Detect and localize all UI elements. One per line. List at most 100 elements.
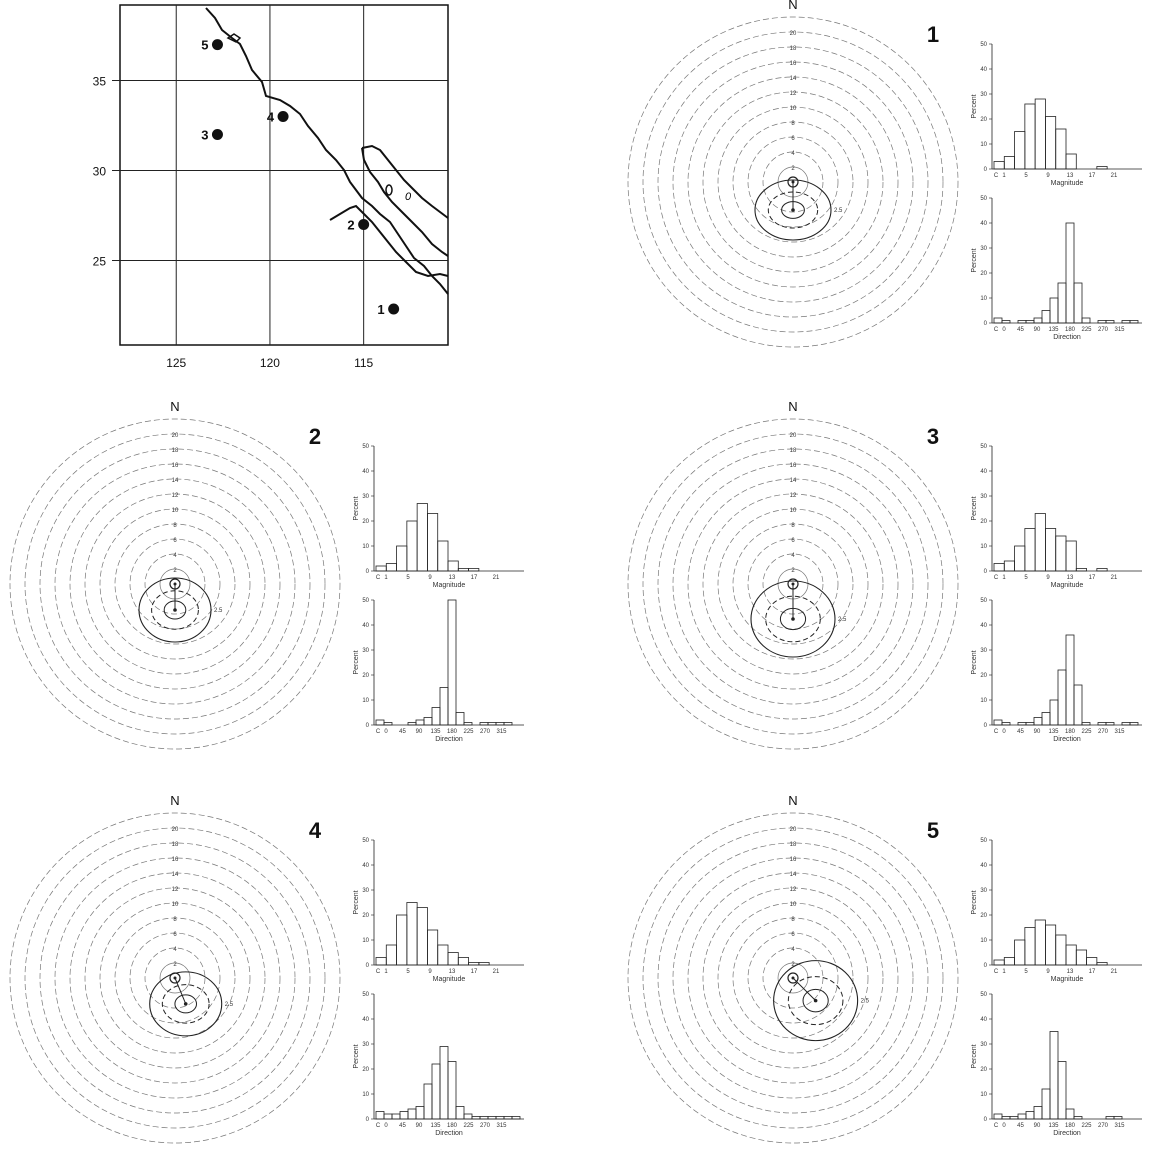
contour-mid [765, 595, 821, 643]
contour-mid [787, 976, 844, 1026]
north-label: N [170, 399, 179, 414]
hist-x-tick: 5 [406, 969, 410, 975]
mean-vector [174, 977, 187, 1005]
hist-x-tick: C [994, 969, 999, 975]
ring-label: 20 [790, 433, 797, 439]
hist-x-tick: 17 [471, 969, 478, 975]
hist-x-tick: 180 [1065, 327, 1076, 333]
hist-bar [1055, 934, 1067, 966]
hist-y-tick: 0 [366, 963, 370, 969]
coastline-south [329, 204, 449, 278]
hist-bar [415, 1106, 425, 1120]
hist-x-tick: C [994, 729, 999, 735]
magnitude-histogram: 0 10 20 30 40 50 Percent C 1 5 9 13 17 21 Magnitude [971, 42, 1142, 187]
hist-bar [1014, 545, 1026, 572]
north-label: N [788, 793, 797, 808]
hist-bar [1014, 131, 1026, 170]
hist-bar [431, 707, 441, 726]
coastline-inner [361, 144, 449, 219]
hist-bar [1049, 1031, 1059, 1120]
hist-x-label: Direction [435, 1130, 463, 1137]
hist-bar [1045, 924, 1057, 966]
polar-ring [747, 538, 839, 630]
map-annotation: 0 [405, 191, 412, 203]
hist-bar [1001, 1116, 1011, 1120]
ring-label: 2 [791, 568, 795, 574]
polar-ring [24, 827, 326, 1129]
polar-ring [24, 433, 326, 735]
map-x-tick: 115 [354, 356, 373, 370]
hist-bar [503, 1116, 513, 1120]
hist-y-tick: 30 [980, 1042, 987, 1048]
magnitude-histogram: 0 10 20 30 40 50 Percent C 1 5 9 13 17 21 Magnitude [971, 444, 1142, 589]
hist-x-tick: 0 [1002, 327, 1006, 333]
hist-y-tick: 50 [980, 444, 987, 450]
polar-ring [129, 932, 221, 1024]
hist-bar [1025, 320, 1035, 324]
hist-x-tick: 1 [384, 575, 388, 581]
hist-y-tick: 20 [980, 673, 987, 679]
hist-bar [415, 719, 425, 726]
panel-number: 2 [309, 424, 321, 449]
polar-ring [627, 16, 959, 348]
direction-histogram: 0 10 20 30 40 50 Percent C 0 45 90 135 180 225 270 315 D… [971, 992, 1142, 1137]
site-label: 5 [201, 38, 208, 53]
hist-x-tick: 1 [1002, 575, 1006, 581]
polar-ring [627, 418, 959, 750]
hist-x-tick: 13 [1067, 575, 1074, 581]
map-coastline [205, 7, 449, 295]
ring-label: 4 [791, 947, 795, 953]
ring-label: 12 [172, 887, 179, 893]
hist-x-tick: 5 [1024, 575, 1028, 581]
magnitude-histogram: 0 10 20 30 40 50 Percent C 1 5 9 13 17 21 Magnitude [353, 444, 524, 589]
hist-bar [468, 568, 480, 572]
hist-y-tick: 0 [366, 569, 370, 575]
hist-bar [993, 1113, 1003, 1120]
contour-outer [754, 179, 832, 241]
hist-x-tick: 9 [428, 969, 432, 975]
hist-x-label: Magnitude [1051, 582, 1084, 589]
peninsula [226, 33, 242, 43]
ring-label: 6 [173, 538, 177, 544]
site-marker [211, 39, 223, 51]
hist-y-label: Percent [971, 248, 978, 272]
polar-ring [702, 91, 884, 273]
hist-y-tick: 30 [980, 246, 987, 252]
hist-x-tick: 135 [430, 1123, 441, 1129]
ring-label: 18 [790, 46, 797, 52]
hist-x-label: Direction [1053, 1130, 1081, 1137]
hist-bar [1025, 1111, 1035, 1120]
map-x-tick: 120 [260, 356, 280, 370]
polar-ring [84, 887, 266, 1069]
mean-point [173, 608, 177, 612]
polar-ring [672, 857, 914, 1099]
ring-label: 2 [791, 166, 795, 172]
direction-histogram: 0 10 20 30 40 50 Percent C 0 45 90 135 180 225 270 315 D… [971, 598, 1142, 743]
polar-ring [702, 887, 884, 1069]
hist-y-tick: 40 [980, 67, 987, 73]
hist-y-tick: 50 [362, 992, 369, 998]
hist-y-tick: 0 [984, 321, 988, 327]
ring-label: 20 [172, 433, 179, 439]
hist-x-label: Direction [1053, 334, 1081, 341]
hist-bar [1073, 1116, 1083, 1120]
hist-x-tick: 225 [1081, 327, 1092, 333]
hist-bar [1057, 282, 1067, 324]
hist-x-tick: 0 [1002, 729, 1006, 735]
hist-y-tick: 10 [362, 1092, 369, 1098]
hist-bar [375, 957, 387, 966]
contour-inner [802, 988, 829, 1013]
ring-label: 10 [790, 106, 797, 112]
polar-ring [642, 827, 944, 1129]
polar-ring [129, 538, 221, 630]
hist-x-tick: 17 [1089, 575, 1096, 581]
hist-x-tick: C [994, 173, 999, 179]
hist-x-tick: 180 [447, 1123, 458, 1129]
hist-bar [1045, 528, 1057, 572]
map-grid [112, 4, 449, 346]
polar-ring [657, 842, 929, 1114]
hist-bar [495, 1116, 505, 1120]
hist-y-label: Percent [971, 1044, 978, 1068]
hist-bar [1034, 98, 1046, 170]
hist-bar [437, 540, 449, 572]
